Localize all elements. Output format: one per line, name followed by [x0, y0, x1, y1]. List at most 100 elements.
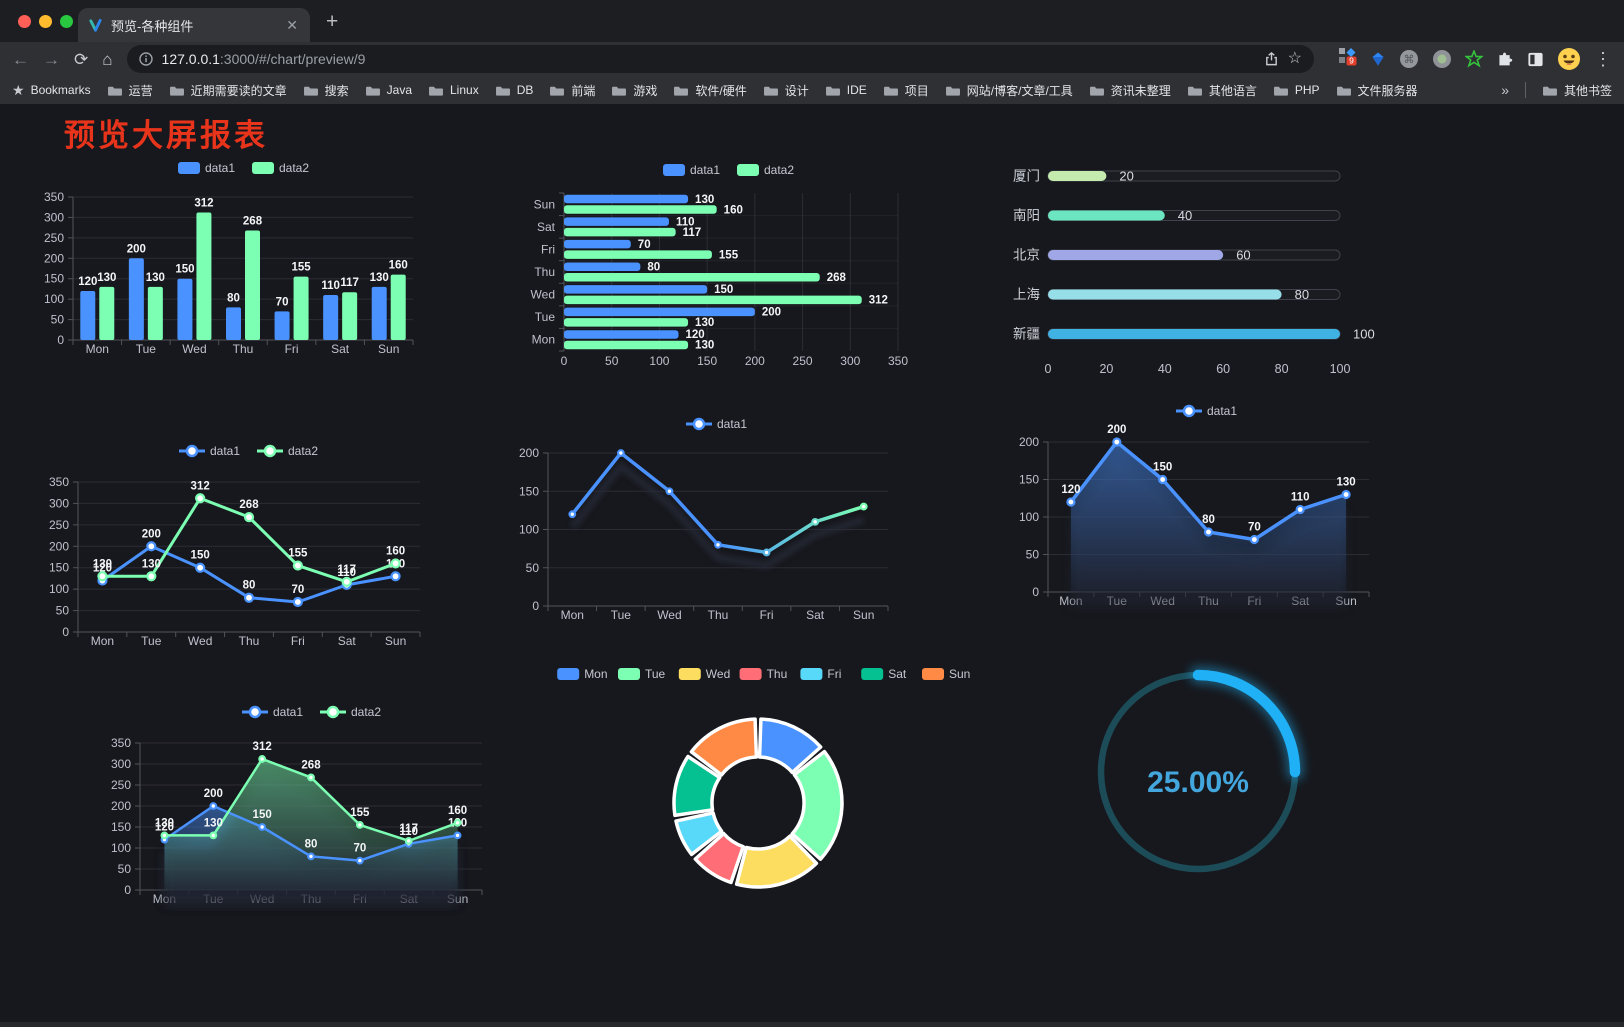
legend-item-data1[interactable]: data1: [686, 417, 747, 431]
share-icon[interactable]: [1264, 51, 1279, 67]
home-icon[interactable]: ⌂: [102, 49, 113, 69]
tab-close-icon[interactable]: ✕: [286, 16, 298, 33]
bar[interactable]: [564, 262, 641, 272]
data-point[interactable]: [307, 852, 315, 861]
data-point[interactable]: [292, 596, 303, 608]
data-point[interactable]: [859, 502, 868, 511]
bar[interactable]: [564, 217, 669, 226]
data-point[interactable]: [292, 560, 303, 571]
data-point[interactable]: [665, 487, 674, 496]
progress-bar-南阳[interactable]: [1048, 210, 1165, 221]
recorder-extension-icon[interactable]: [1432, 49, 1452, 69]
bar[interactable]: [390, 274, 406, 340]
extensions-puzzle-icon[interactable]: [1496, 50, 1514, 68]
bar[interactable]: [128, 258, 144, 340]
data-point[interactable]: [307, 773, 315, 782]
forward-icon[interactable]: →: [43, 49, 60, 69]
pie-slice-Tue[interactable]: [790, 749, 844, 861]
legend-item-data2[interactable]: data2: [257, 444, 318, 458]
legend-item-data1[interactable]: data1: [1176, 404, 1237, 418]
bar[interactable]: [371, 286, 387, 340]
data-point[interactable]: [243, 512, 255, 523]
bookmark-folder-15[interactable]: PHP: [1273, 83, 1320, 97]
data-point[interactable]: [762, 548, 771, 557]
pie-slice-Sun[interactable]: [689, 717, 759, 777]
data-point[interactable]: [243, 592, 255, 603]
sidebar-toggle-icon[interactable]: [1527, 51, 1544, 68]
bar[interactable]: [564, 239, 631, 249]
bookmark-folder-9[interactable]: 设计: [763, 82, 809, 99]
data-point[interactable]: [568, 510, 577, 519]
legend-item-data1[interactable]: data1: [242, 705, 303, 719]
monkey-extension-icon[interactable]: ⌘: [1399, 49, 1419, 69]
progress-bar-北京[interactable]: [1048, 250, 1224, 260]
legend-item-data1[interactable]: data1: [663, 163, 720, 177]
legend-item-Sat[interactable]: Sat: [861, 667, 907, 681]
progress-bar-厦门[interactable]: [1048, 171, 1107, 181]
bookmark-folder-1[interactable]: 近期需要读的文章: [169, 82, 287, 99]
bookmark-star-icon[interactable]: ☆: [1287, 50, 1302, 67]
legend-item-data1[interactable]: data1: [178, 161, 235, 175]
bar[interactable]: [99, 286, 115, 340]
legend-item-Tue[interactable]: Tue: [618, 667, 666, 681]
progress-bar-新疆[interactable]: [1048, 329, 1340, 339]
bar[interactable]: [564, 295, 862, 305]
bar[interactable]: [564, 307, 755, 317]
data-point[interactable]: [1112, 437, 1122, 447]
bookmark-folder-8[interactable]: 软件/硬件: [673, 82, 747, 99]
bar[interactable]: [196, 212, 212, 340]
legend-item-data2[interactable]: data2: [320, 705, 381, 719]
data-point[interactable]: [453, 831, 462, 840]
data-point[interactable]: [1341, 489, 1351, 500]
menu-kebab-icon[interactable]: ⋮: [1594, 49, 1612, 69]
data-point[interactable]: [453, 818, 462, 827]
bar[interactable]: [293, 276, 309, 340]
bar[interactable]: [564, 250, 712, 259]
bookmarks-overflow-chevron[interactable]: »: [1501, 82, 1509, 98]
legend-item-Wed[interactable]: Wed: [678, 667, 730, 681]
data-point[interactable]: [258, 755, 267, 763]
bar[interactable]: [564, 340, 689, 350]
data-point[interactable]: [1203, 527, 1214, 537]
pie-slice-Wed[interactable]: [734, 834, 819, 889]
legend-item-Mon[interactable]: Mon: [557, 667, 608, 681]
bar[interactable]: [564, 194, 689, 204]
maximize-window-button[interactable]: [60, 15, 73, 28]
bar[interactable]: [564, 205, 717, 214]
legend-item-Thu[interactable]: Thu: [739, 667, 788, 681]
bookmark-folder-12[interactable]: 网站/博客/文章/工具: [945, 82, 1073, 99]
profile-avatar[interactable]: [1557, 47, 1581, 71]
data-point[interactable]: [341, 576, 352, 587]
bar[interactable]: [564, 227, 676, 237]
data-point[interactable]: [160, 831, 169, 840]
bookmark-folder-13[interactable]: 资讯未整理: [1089, 82, 1171, 99]
pie-slice-Fri[interactable]: [674, 811, 724, 857]
bar[interactable]: [80, 290, 96, 340]
bookmark-folder-11[interactable]: 项目: [883, 82, 929, 99]
bar[interactable]: [564, 273, 820, 282]
pie-slice-Thu[interactable]: [693, 831, 745, 885]
close-window-button[interactable]: [18, 15, 31, 28]
bookmark-folder-3[interactable]: Java: [365, 83, 412, 97]
bookmarks-manager[interactable]: ★ Bookmarks: [12, 82, 91, 99]
bar[interactable]: [323, 295, 339, 340]
info-icon[interactable]: [138, 52, 153, 66]
bookmark-folder-6[interactable]: 前端: [549, 82, 595, 99]
legend-item-Sun[interactable]: Sun: [922, 667, 970, 681]
url-text[interactable]: 127.0.0.1:3000/#/chart/preview/9: [162, 51, 366, 67]
pie-slice-Sat[interactable]: [672, 754, 722, 818]
data-point[interactable]: [390, 571, 401, 582]
bookmark-folder-16[interactable]: 文件服务器: [1336, 82, 1418, 99]
data-point[interactable]: [390, 558, 401, 569]
data-point[interactable]: [1249, 534, 1259, 545]
progress-bar-上海[interactable]: [1048, 289, 1282, 300]
back-icon[interactable]: ←: [12, 49, 29, 69]
data-point[interactable]: [195, 562, 206, 573]
legend-item-Fri[interactable]: Fri: [800, 667, 841, 681]
bookmark-folder-2[interactable]: 搜索: [303, 82, 349, 99]
bookmark-folder-4[interactable]: Linux: [428, 83, 479, 97]
bar[interactable]: [274, 311, 290, 340]
bookmark-folder-14[interactable]: 其他语言: [1187, 82, 1257, 99]
bookmark-folder-10[interactable]: IDE: [825, 83, 867, 97]
data-point[interactable]: [355, 821, 364, 829]
